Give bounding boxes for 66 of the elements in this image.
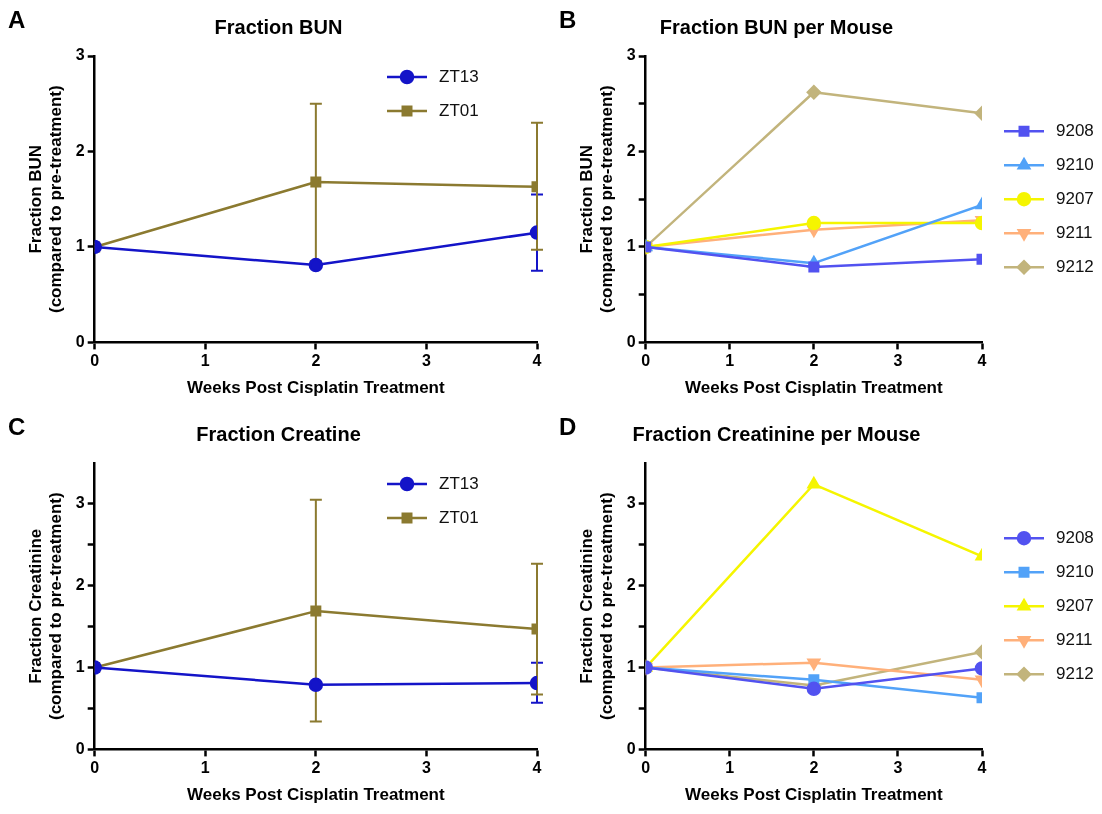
legend-label: ZT13 <box>439 473 479 493</box>
legend-label: ZT01 <box>439 507 479 527</box>
x-axis-title: Weeks Post Cisplatin Treatment <box>685 785 943 805</box>
x-tick-label: 3 <box>893 352 903 370</box>
y-tick-label: 0 <box>75 739 85 757</box>
x-axis-title: Weeks Post Cisplatin Treatment <box>685 378 943 398</box>
x-tick-label: 3 <box>421 352 431 370</box>
legend-label: 9212 <box>1056 663 1094 683</box>
y-tick-label: 0 <box>626 739 636 757</box>
legend-label: 9212 <box>1056 256 1094 276</box>
legend-label: 9210 <box>1056 154 1094 174</box>
x-tick-label: 3 <box>421 759 431 777</box>
x-tick-label: 1 <box>200 352 210 370</box>
x-tick-label: 0 <box>641 352 651 370</box>
legend-label: 9207 <box>1056 595 1094 615</box>
x-axis-title: Weeks Post Cisplatin Treatment <box>187 378 445 398</box>
legend-label: 9211 <box>1056 629 1093 649</box>
x-tick-label: 0 <box>90 352 100 370</box>
chart-title: Fraction Creatine <box>196 422 361 445</box>
legend-label: 9210 <box>1056 561 1094 581</box>
text: D <box>559 413 577 441</box>
y-tick-label: 0 <box>75 332 85 350</box>
y-tick-label: 0 <box>626 332 636 350</box>
legend-label: ZT13 <box>439 66 479 86</box>
x-tick-label: 4 <box>977 352 987 370</box>
x-tick-label: 2 <box>311 759 321 777</box>
x-tick-label: 1 <box>200 759 210 777</box>
y-axis-title: Fraction Creatinine (compared to pre-treatment) <box>25 492 66 721</box>
y-tick-label: 1 <box>75 237 85 255</box>
y-axis-title: Fraction BUN (compared to pre-treatment) <box>25 85 66 314</box>
y-tick-label: 3 <box>75 494 85 512</box>
y-tick-label: 2 <box>626 576 636 594</box>
y-axis-title: Fraction Creatinine (compared to pre-treatment) <box>576 492 617 721</box>
legend-label: 9208 <box>1056 527 1094 547</box>
legend-label: 9207 <box>1056 188 1094 208</box>
y-tick-label: 3 <box>626 494 636 512</box>
y-tick-label: 1 <box>626 237 636 255</box>
x-tick-label: 2 <box>311 352 321 370</box>
x-tick-label: 1 <box>725 759 735 777</box>
chart-title: Fraction BUN <box>214 15 343 38</box>
y-tick-label: 2 <box>75 141 85 159</box>
chart-title: Fraction BUN per Mouse <box>659 15 894 38</box>
legend-label: ZT01 <box>439 100 479 120</box>
y-tick-label: 2 <box>626 141 636 159</box>
text: A <box>8 6 26 34</box>
x-tick-label: 2 <box>809 759 819 777</box>
x-tick-label: 4 <box>532 352 542 370</box>
text: C <box>8 413 26 441</box>
y-tick-label: 3 <box>626 46 636 64</box>
x-tick-label: 4 <box>977 759 987 777</box>
y-tick-label: 3 <box>75 46 85 64</box>
x-tick-label: 1 <box>725 352 735 370</box>
text: B <box>559 6 577 34</box>
y-tick-label: 1 <box>626 657 636 675</box>
legend-label: 9211 <box>1056 222 1093 242</box>
y-tick-label: 1 <box>75 657 85 675</box>
x-tick-label: 3 <box>893 759 903 777</box>
chart-title: Fraction Creatinine per Mouse <box>632 422 921 445</box>
x-axis-title: Weeks Post Cisplatin Treatment <box>187 785 445 805</box>
legend-label: 9208 <box>1056 120 1094 140</box>
y-axis-title: Fraction BUN (compared to pre-treatment) <box>576 85 617 314</box>
x-tick-label: 2 <box>809 352 819 370</box>
y-tick-label: 2 <box>75 576 85 594</box>
x-tick-label: 4 <box>532 759 542 777</box>
x-tick-label: 0 <box>641 759 651 777</box>
x-tick-label: 0 <box>90 759 100 777</box>
